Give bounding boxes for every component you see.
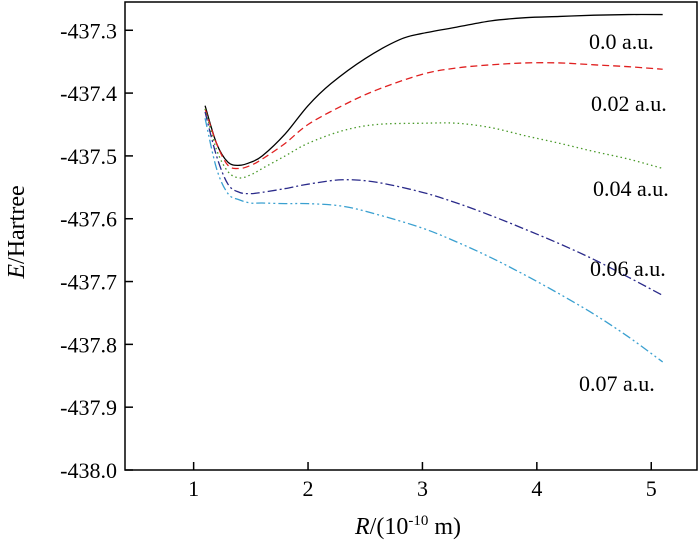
y-axis-unit: /Hartree: [4, 185, 30, 264]
series-label-3: 0.06 a.u.: [590, 256, 666, 281]
y-tick-label: -438.0: [60, 458, 117, 483]
series-label-1: 0.02 a.u.: [591, 91, 667, 116]
curves-layer: [204, 13, 664, 363]
x-tick-label: 1: [188, 476, 199, 501]
axis-ticks: -437.3 -437.4 -437.5 -437.6 -437.7 -437.8 -437…: [60, 18, 657, 501]
y-tick-label: -437.7: [60, 270, 117, 295]
series-labels: 0.0 a.u. 0.02 a.u. 0.04 a.u. 0.06 a.u. 0.07 …: [579, 29, 669, 396]
x-axis-title: R/(10-10 m): [354, 513, 461, 540]
plot-area-frame: [124, 1, 698, 471]
x-axis-prefix: /(10: [370, 514, 409, 540]
series-line-2: [204, 108, 663, 179]
series-line-1: [204, 62, 663, 170]
y-tick-label: -437.4: [60, 81, 117, 106]
y-tick-label: -437.8: [60, 332, 117, 357]
x-axis-symbol: R: [354, 514, 370, 540]
series-label-0: 0.0 a.u.: [589, 29, 654, 54]
x-axis-unit: m): [428, 514, 461, 540]
series-label-2: 0.04 a.u.: [593, 176, 669, 201]
x-tick-label: 5: [646, 476, 657, 501]
series-line-3: [204, 111, 663, 296]
y-tick-label: -437.9: [60, 395, 117, 420]
y-tick-label: -437.3: [60, 18, 117, 43]
x-axis-exponent: -10: [408, 513, 428, 529]
y-axis-symbol: E: [4, 264, 30, 280]
x-tick-label: 4: [531, 476, 542, 501]
series-label-4: 0.07 a.u.: [579, 371, 655, 396]
y-axis-title: E/Hartree: [4, 185, 30, 279]
y-tick-label: -437.5: [60, 144, 117, 169]
x-tick-label: 3: [417, 476, 428, 501]
series-line-0: [204, 13, 663, 167]
x-tick-label: 2: [303, 476, 314, 501]
series-line-4: [204, 118, 664, 363]
y-tick-label: -437.6: [60, 207, 117, 232]
